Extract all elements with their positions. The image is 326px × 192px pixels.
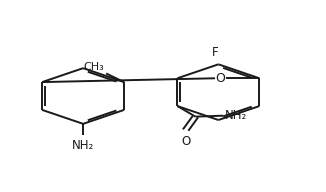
Text: F: F bbox=[212, 46, 218, 59]
Text: O: O bbox=[181, 135, 190, 148]
Text: NH₂: NH₂ bbox=[72, 139, 94, 152]
Text: CH₃: CH₃ bbox=[84, 62, 105, 72]
Text: O: O bbox=[215, 72, 225, 85]
Text: NH₂: NH₂ bbox=[225, 109, 247, 122]
